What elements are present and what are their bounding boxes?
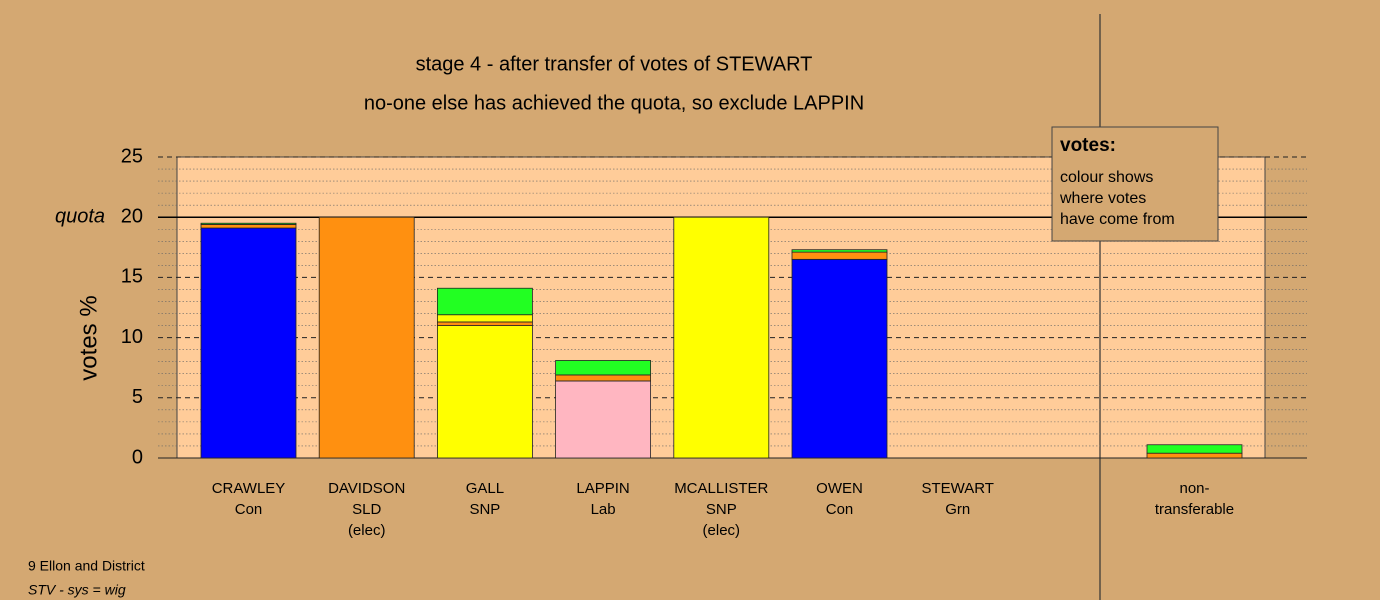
x-tick-label: Lab <box>591 501 616 518</box>
x-tick-label: SNP <box>469 501 500 518</box>
bar-segment <box>200 227 297 459</box>
x-tick-label: (elec) <box>348 522 386 539</box>
x-tick-label: SLD <box>352 501 381 518</box>
x-tick-label: non- <box>1179 480 1209 497</box>
x-tick-label: OWEN <box>816 480 863 497</box>
note-line: have come from <box>1060 211 1175 228</box>
y-tick-label: 5 <box>132 386 143 408</box>
bar-segment <box>436 321 533 326</box>
x-tick-label: LAPPIN <box>576 480 629 497</box>
bar-segment <box>1146 452 1243 459</box>
quota-label: quota <box>55 205 105 227</box>
y-tick-label: 10 <box>121 326 143 348</box>
chart-title: stage 4 - after transfer of votes of STE… <box>416 53 813 75</box>
bar-segment <box>791 251 888 260</box>
x-tick-label: Con <box>826 501 854 518</box>
y-axis-label: votes % <box>75 295 102 380</box>
bar-segment <box>555 374 651 382</box>
footer-line: STV - sys = wig <box>28 582 126 598</box>
x-tick-label: Con <box>235 501 263 518</box>
x-tick-label: transferable <box>1155 501 1234 518</box>
x-tick-label: DAVIDSON <box>328 480 405 497</box>
chart-subtitle: no-one else has achieved the quota, so e… <box>364 92 864 114</box>
y-tick-label: 15 <box>121 266 143 288</box>
note-box <box>1051 126 1219 242</box>
footer-line: 9 Ellon and District <box>28 558 145 574</box>
bar-segment <box>436 314 533 323</box>
y-tick-label: 0 <box>132 446 143 468</box>
x-tick-label: STEWART <box>921 480 994 497</box>
bar-segment <box>436 325 533 459</box>
x-tick-label: Grn <box>945 501 970 518</box>
bar-segment <box>673 216 770 459</box>
x-tick-label: CRAWLEY <box>212 480 286 497</box>
bar-segment <box>436 287 533 316</box>
note-line: where votes <box>1059 190 1146 207</box>
bar-segment <box>318 216 415 459</box>
x-tick-label: GALL <box>466 480 504 497</box>
bar-segment <box>791 249 888 253</box>
note-title: votes: <box>1060 135 1116 156</box>
bar-segment <box>555 360 651 376</box>
bar-segment <box>791 258 888 459</box>
bar-segment <box>200 222 297 225</box>
note-line: colour shows <box>1060 169 1153 186</box>
bar-segment <box>555 380 651 459</box>
y-tick-label: 25 <box>121 145 143 167</box>
bar-segment <box>1146 444 1243 454</box>
bar-segment <box>200 224 297 229</box>
y-tick-label: 20 <box>121 205 143 227</box>
x-tick-label: SNP <box>706 501 737 518</box>
x-tick-label: (elec) <box>703 522 741 539</box>
x-tick-label: MCALLISTER <box>674 480 768 497</box>
